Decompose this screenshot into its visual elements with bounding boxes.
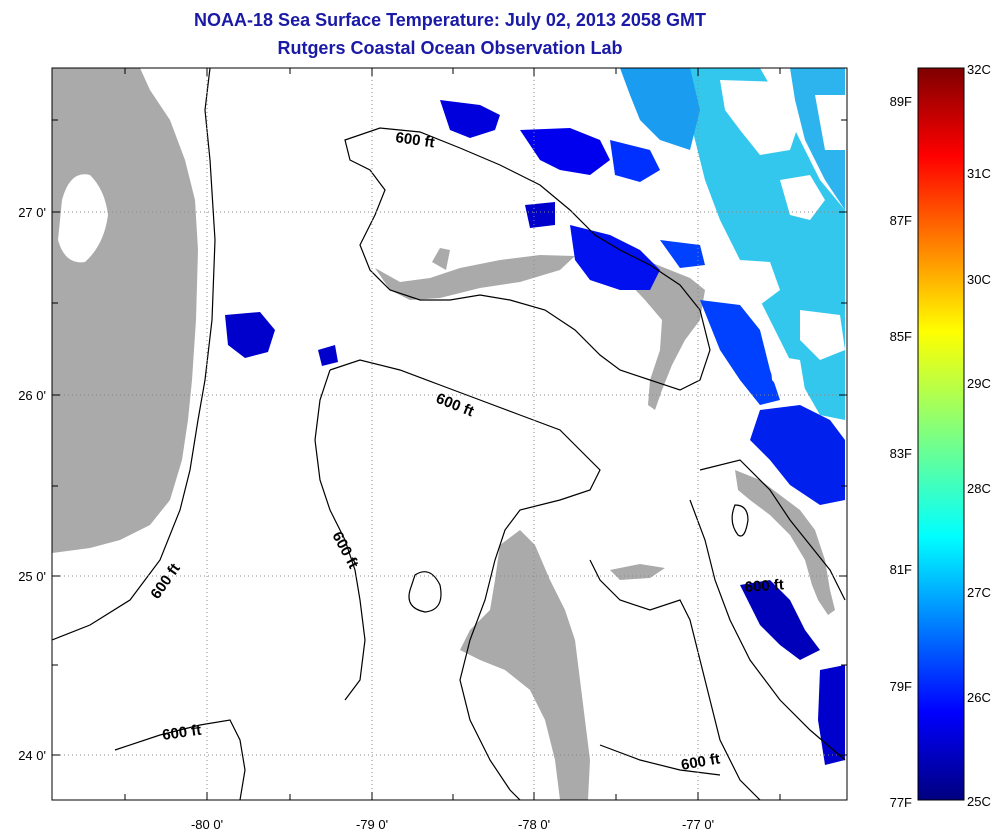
lat-label: 26 0' (18, 388, 46, 403)
depth-contours (52, 68, 846, 800)
land-eleuthera (735, 470, 835, 615)
contour-label: 600 ft (161, 722, 202, 744)
colorbar-f-label: 77F (890, 795, 912, 810)
colorbar-f-label: 83F (890, 446, 912, 461)
map-subtitle: Rutgers Coastal Ocean Observation Lab (277, 38, 623, 58)
latitude-labels: 27 0' 26 0' 25 0' 24 0' (18, 205, 46, 763)
axis-ticks (52, 68, 847, 800)
land-new-providence (610, 564, 665, 580)
colorbar-celsius-labels: 32C 31C 30C 29C 28C 27C 26C 25C (967, 62, 991, 809)
colorbar-f-label: 89F (890, 94, 912, 109)
colorbar-c-label: 26C (967, 690, 991, 705)
land-andros (460, 530, 590, 800)
colorbar-c-label: 27C (967, 585, 991, 600)
colorbar-c-label: 32C (967, 62, 991, 77)
map-frame (51, 67, 848, 801)
lake-okeechobee (58, 174, 108, 263)
lon-label: -80 0' (191, 817, 223, 832)
cloud-areas (720, 80, 845, 395)
contour-label: 600 ft (394, 129, 435, 151)
colorbar-c-label: 29C (967, 376, 991, 391)
colorbar-c-label: 28C (967, 481, 991, 496)
colorbar-f-label: 87F (890, 213, 912, 228)
longitude-labels: -80 0' -79 0' -78 0' -77 0' (191, 817, 714, 832)
lat-label: 24 0' (18, 748, 46, 763)
lon-label: -79 0' (356, 817, 388, 832)
lat-label: 25 0' (18, 569, 46, 584)
grid-lines (52, 68, 847, 800)
lon-label: -78 0' (518, 817, 550, 832)
colorbar-c-label: 31C (967, 166, 991, 181)
colorbar-f-label: 85F (890, 329, 912, 344)
land-grand-bahama-west (432, 248, 450, 270)
map-title: NOAA-18 Sea Surface Temperature: July 02… (194, 10, 706, 30)
colorbar-c-label: 30C (967, 272, 991, 287)
contour-label: 600 ft (744, 576, 784, 596)
colorbar-f-label: 81F (890, 562, 912, 577)
lon-label: -77 0' (682, 817, 714, 832)
colorbar (917, 67, 965, 801)
colorbar-fahrenheit-labels: 89F 87F 85F 83F 81F 79F 77F (890, 94, 912, 810)
land-abaco (620, 255, 705, 410)
colorbar-c-label: 25C (967, 794, 991, 809)
contour-label: 600 ft (680, 750, 722, 774)
colorbar-f-label: 79F (890, 679, 912, 694)
land-grand-bahama (375, 255, 575, 300)
lat-label: 27 0' (18, 205, 46, 220)
